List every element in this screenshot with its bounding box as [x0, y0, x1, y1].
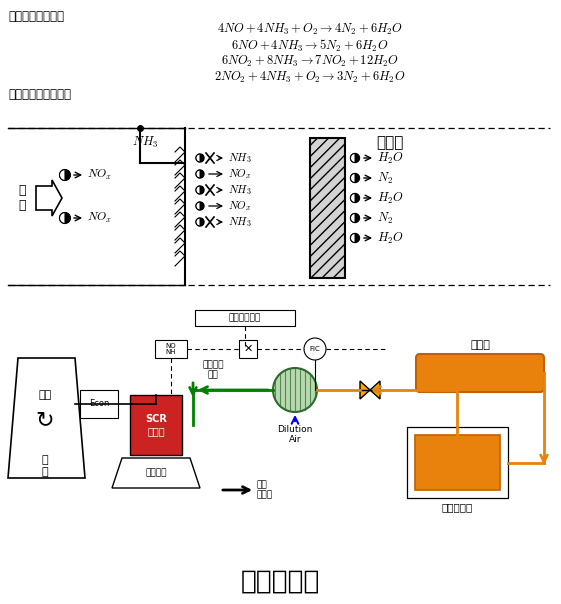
Circle shape [196, 186, 204, 194]
Text: $2NO_2+4NH_3+O_2\rightarrow3N_2+6H_2O$: $2NO_2+4NH_3+O_2\rightarrow3N_2+6H_2O$ [214, 70, 406, 85]
Circle shape [273, 368, 317, 412]
Polygon shape [360, 381, 370, 399]
Text: 液氨蒸发器: 液氨蒸发器 [442, 502, 473, 512]
Text: $NO_x$: $NO_x$ [87, 211, 112, 225]
Text: $6NO_2+8NH_3\rightarrow7NO_2+12H_2O$: $6NO_2+8NH_3\rightarrow7NO_2+12H_2O$ [221, 54, 399, 69]
Text: 液氨罐: 液氨罐 [470, 340, 490, 350]
Bar [155, 340, 187, 358]
Text: Dilution
Air: Dilution Air [277, 425, 312, 445]
Text: ✕: ✕ [243, 344, 252, 354]
Wedge shape [351, 193, 355, 202]
Circle shape [304, 338, 326, 360]
Text: 脱硝原理图: 脱硝原理图 [240, 569, 320, 595]
Text: $NO_x$: $NO_x$ [87, 168, 112, 182]
Circle shape [351, 213, 360, 222]
Text: 催化剂: 催化剂 [376, 135, 404, 150]
Wedge shape [196, 170, 200, 178]
Text: $H_2O$: $H_2O$ [377, 150, 404, 165]
Circle shape [351, 173, 360, 182]
Circle shape [196, 154, 204, 162]
Text: NO
NH: NO NH [165, 342, 176, 356]
Wedge shape [59, 170, 65, 181]
Wedge shape [196, 186, 200, 194]
Bar [239, 340, 257, 358]
Text: $N_2$: $N_2$ [377, 170, 393, 185]
Text: $NH_3$: $NH_3$ [228, 183, 252, 197]
Polygon shape [112, 458, 200, 488]
Text: $NH_3$: $NH_3$ [228, 215, 252, 229]
Text: 氨水喷入
格栅: 氨水喷入 格栅 [203, 360, 224, 379]
Wedge shape [351, 213, 355, 222]
Text: 锅炉负荷信号: 锅炉负荷信号 [229, 313, 261, 323]
Text: $NH_3$: $NH_3$ [132, 135, 158, 150]
Wedge shape [196, 154, 200, 162]
Bar [407, 427, 508, 498]
Bar [130, 395, 182, 455]
Circle shape [196, 170, 204, 178]
Wedge shape [351, 153, 355, 162]
Text: ↻: ↻ [36, 410, 54, 430]
FancyBboxPatch shape [416, 354, 544, 392]
Bar [195, 310, 295, 326]
Text: 反应原理如图所示：: 反应原理如图所示： [8, 88, 71, 101]
Bar [310, 138, 345, 278]
Text: $NO_x$: $NO_x$ [228, 199, 251, 213]
Polygon shape [370, 381, 380, 399]
Text: 其主要反应如下：: 其主要反应如下： [8, 10, 64, 23]
Wedge shape [351, 234, 355, 242]
Wedge shape [196, 218, 200, 226]
Circle shape [59, 170, 71, 181]
Circle shape [351, 193, 360, 202]
Text: 烟气: 烟气 [38, 390, 52, 400]
Wedge shape [196, 202, 200, 210]
Bar [415, 435, 500, 490]
Text: Econ: Econ [89, 399, 109, 408]
Circle shape [59, 213, 71, 223]
Text: $NH_3$: $NH_3$ [228, 151, 252, 165]
Text: $N_2$: $N_2$ [377, 210, 393, 225]
Bar [80, 390, 118, 418]
Text: $6NO+4NH_3\rightarrow5N_2+6H_2O$: $6NO+4NH_3\rightarrow5N_2+6H_2O$ [231, 38, 389, 54]
Text: $4NO+4NH_3+O_2\rightarrow4N_2+6H_2O$: $4NO+4NH_3+O_2\rightarrow4N_2+6H_2O$ [217, 22, 403, 37]
Circle shape [351, 153, 360, 162]
Wedge shape [351, 173, 355, 182]
Wedge shape [59, 213, 65, 223]
Text: 锅
炉: 锅 炉 [42, 455, 48, 477]
Circle shape [196, 202, 204, 210]
Text: $NO_x$: $NO_x$ [228, 167, 251, 181]
Text: 烟气
去锅炉: 烟气 去锅炉 [257, 480, 273, 500]
Text: $H_2O$: $H_2O$ [377, 190, 404, 205]
Text: 烟
气: 烟 气 [19, 184, 26, 212]
Circle shape [351, 234, 360, 242]
Text: 空气预热: 空气预热 [145, 469, 167, 478]
Text: FIC: FIC [310, 346, 320, 352]
Circle shape [196, 218, 204, 226]
Text: $H_2O$: $H_2O$ [377, 231, 404, 246]
Text: SCR
反应器: SCR 反应器 [145, 414, 167, 436]
